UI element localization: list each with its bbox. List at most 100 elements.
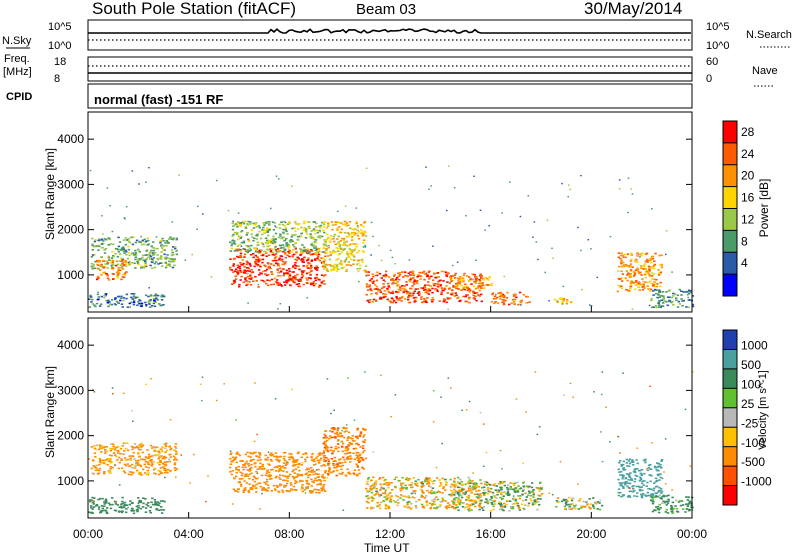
echo-cell	[261, 465, 264, 468]
echo-cell	[297, 265, 300, 267]
echo-cell	[159, 262, 162, 264]
echo-cell	[451, 500, 454, 503]
echo-cell	[283, 459, 287, 462]
echo-cell	[167, 242, 170, 244]
echo-cell	[458, 489, 461, 492]
echo-cell	[102, 462, 106, 464]
echo-cell	[405, 488, 408, 490]
echo-cell	[109, 459, 112, 461]
echo-cell	[446, 292, 449, 294]
echo-cell	[661, 502, 664, 504]
echo-cell	[322, 223, 326, 226]
colorbar-swatch	[723, 388, 737, 409]
echo-cell	[111, 250, 114, 253]
echo-cell	[656, 296, 659, 299]
echo-cell	[659, 306, 662, 308]
echo-cell	[261, 258, 265, 261]
echo-cell	[429, 485, 432, 488]
echo-cell	[322, 268, 326, 270]
echo-cell	[122, 392, 125, 394]
echo-cell	[265, 274, 269, 277]
echo-cell	[674, 293, 677, 295]
echo-cell	[418, 294, 421, 296]
echo-cell	[658, 304, 661, 307]
echo-cell	[307, 483, 311, 485]
echo-cell	[527, 494, 530, 497]
echo-cell	[91, 508, 94, 510]
echo-cell	[454, 277, 457, 279]
echo-cell	[310, 259, 314, 261]
echo-cell	[351, 243, 354, 245]
echo-cell	[631, 460, 634, 462]
echo-cell	[173, 463, 176, 466]
echo-cell	[254, 258, 258, 261]
echo-cell	[289, 482, 292, 484]
echo-cell	[174, 247, 177, 250]
echo-cell	[164, 471, 167, 474]
echo-cell	[91, 459, 95, 462]
echo-cell	[421, 301, 424, 304]
echo-cell	[445, 481, 448, 484]
echo-cell	[512, 295, 516, 297]
echo-cell	[448, 504, 451, 506]
echo-cell	[398, 278, 401, 281]
echo-cell	[99, 265, 102, 267]
echo-cell	[261, 487, 264, 490]
echo-cell	[402, 291, 405, 293]
echo-cell	[634, 284, 637, 286]
echo-cell	[138, 302, 141, 305]
echo-cell	[302, 261, 305, 263]
echo-cell	[657, 508, 660, 511]
echo-cell	[313, 471, 316, 473]
echo-cell	[411, 285, 414, 287]
echo-cell	[527, 486, 530, 489]
echo-cell	[620, 261, 623, 263]
echo-cell	[495, 293, 497, 296]
echo-cell	[596, 508, 599, 510]
echo-cell	[369, 288, 372, 290]
echo-cell	[401, 271, 404, 273]
echo-cell	[128, 471, 131, 473]
echo-cell	[493, 484, 497, 487]
echo-cell	[236, 226, 239, 228]
echo-cell	[296, 238, 299, 241]
echo-cell	[671, 300, 674, 303]
echo-cell	[310, 485, 313, 487]
echo-cell	[322, 452, 325, 454]
echo-cell	[400, 300, 403, 302]
echo-cell	[274, 255, 278, 258]
echo-cell	[98, 497, 102, 500]
echo-cell	[335, 247, 338, 249]
echo-cell	[572, 396, 574, 398]
echo-cell	[364, 428, 367, 431]
echo-cell	[274, 281, 278, 283]
echo-cell	[291, 271, 294, 273]
echo-cell	[420, 503, 424, 506]
echo-cell	[328, 466, 331, 469]
echo-cell	[365, 500, 369, 503]
echo-cell	[434, 283, 437, 285]
echo-cell	[263, 250, 266, 253]
echo-cell	[548, 492, 551, 494]
echo-cell	[318, 259, 322, 262]
echo-cell	[269, 458, 273, 461]
echo-cell	[470, 499, 473, 501]
echo-cell	[298, 222, 301, 225]
echo-cell	[587, 239, 590, 241]
echo-cell	[499, 486, 502, 489]
echo-cell	[385, 498, 388, 501]
echo-cell	[160, 245, 162, 247]
echo-cell	[517, 485, 520, 487]
echo-cell	[242, 248, 245, 250]
echo-cell	[315, 463, 317, 465]
echo-cell	[401, 285, 404, 287]
echo-cell	[103, 296, 106, 299]
echo-cell	[425, 273, 428, 276]
echo-cell	[638, 489, 642, 492]
echo-cell	[149, 251, 152, 253]
echo-cell	[316, 236, 320, 238]
echo-cell	[687, 289, 691, 292]
echo-cell	[120, 249, 123, 251]
echo-cell	[285, 243, 288, 245]
echo-cell	[301, 244, 304, 246]
